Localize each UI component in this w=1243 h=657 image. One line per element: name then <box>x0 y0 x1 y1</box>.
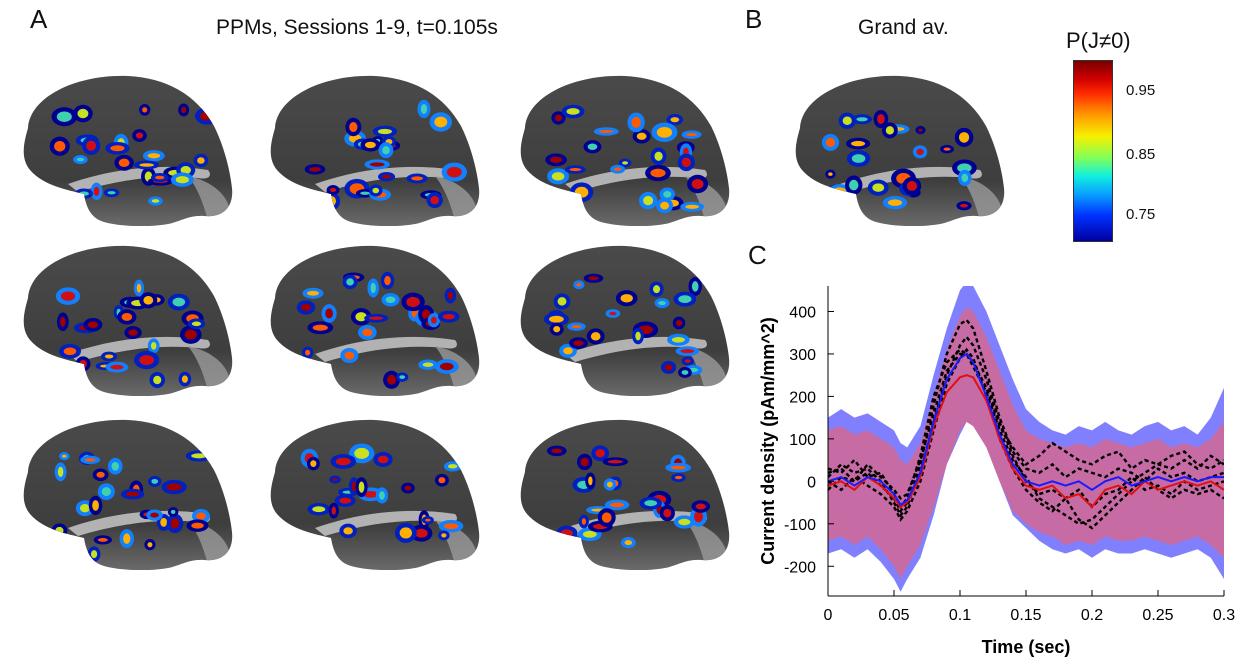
panel-a-title: PPMs, Sessions 1-9, t=0.105s <box>216 16 498 39</box>
colorbar-tick: 0.85 <box>1126 146 1156 163</box>
brain-surface-image <box>520 75 730 226</box>
y-tick-label: 100 <box>789 432 816 449</box>
brain-surface-image <box>23 245 233 396</box>
series-line <box>828 352 1224 507</box>
panel-c-label: C <box>748 240 767 270</box>
x-tick-label: 0 <box>824 607 833 624</box>
brain-surface-image <box>270 75 480 226</box>
panel-b-title: Grand av. <box>858 16 949 39</box>
brain-surface-image <box>23 419 233 570</box>
series-line <box>828 348 1224 526</box>
colorbar-tick: 0.75 <box>1126 206 1156 223</box>
confidence-band <box>828 307 1224 580</box>
y-tick-label: 300 <box>789 347 816 364</box>
y-tick-label: -200 <box>784 559 816 576</box>
brain-surface-image <box>23 75 233 226</box>
series-line <box>828 374 1224 509</box>
x-tick-label: 0.15 <box>1010 607 1041 624</box>
x-tick-label: 0.3 <box>1213 607 1235 624</box>
brain-surface-image <box>270 245 480 396</box>
x-axis-label: Time (sec) <box>982 637 1071 657</box>
brain-surface-image <box>520 419 730 570</box>
y-tick-label: 200 <box>789 389 816 406</box>
x-tick-label: 0.25 <box>1142 607 1173 624</box>
colorbar-gradient <box>1073 60 1113 242</box>
series-line <box>828 352 1224 500</box>
series-line <box>828 318 1224 518</box>
brain-surface-image <box>795 75 1005 226</box>
colorbar-tick: 0.95 <box>1126 82 1156 99</box>
y-tick-label: 0 <box>807 474 816 491</box>
x-tick-label: 0.05 <box>878 607 909 624</box>
colorbar-title: P(J≠0) <box>1066 28 1131 53</box>
series-line <box>828 335 1224 514</box>
current-density-chart: 0 0.05 0.1 0.15 0.2 0.25 0.3 -200 -100 0 100 200 300… <box>758 286 1235 657</box>
y-axis-label: Current density (pAm/mm^2) <box>758 317 778 565</box>
brain-surface-image <box>270 419 480 570</box>
x-tick-label: 0.2 <box>1081 607 1103 624</box>
panel-b-label: B <box>745 4 763 34</box>
colorbar: P(J≠0) 0.95 0.85 0.75 <box>1040 28 1190 248</box>
panel-a-label: A <box>30 4 48 34</box>
y-tick-label: -100 <box>784 517 816 534</box>
brain-surface-image <box>520 245 730 396</box>
y-tick-label: 400 <box>789 304 816 321</box>
x-tick-label: 0.1 <box>949 607 971 624</box>
